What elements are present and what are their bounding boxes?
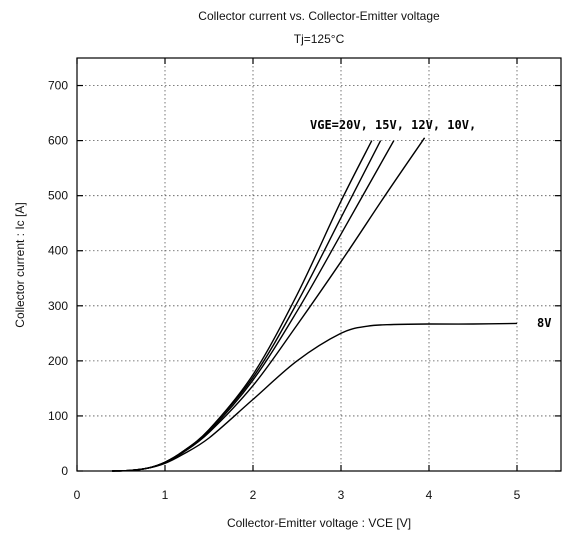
y-tick-label: 300	[48, 299, 68, 313]
y-tick-label: 400	[48, 244, 68, 258]
series-line-vge-10v	[112, 137, 426, 472]
axis-ticks	[76, 58, 561, 472]
x-tick-label: 3	[338, 488, 345, 502]
grid	[77, 58, 561, 471]
x-tick-label: 2	[250, 488, 257, 502]
chart-title: Collector current vs. Collector-Emitter …	[198, 9, 440, 23]
chart-subtitle: Tj=125°C	[294, 32, 345, 46]
x-tick-label: 1	[162, 488, 169, 502]
vge-annotation-low: 8V	[537, 316, 551, 330]
x-tick-label: 4	[426, 488, 433, 502]
series-line-vge-8v	[112, 322, 518, 472]
x-tick-label: 0	[74, 488, 81, 502]
y-tick-label: 200	[48, 354, 68, 368]
y-tick-label: 100	[48, 409, 68, 423]
vge-annotation-high: VGE=20V, 15V, 12V, 10V,	[310, 118, 476, 132]
x-tick-label: 5	[514, 488, 521, 502]
y-tick-label: 600	[48, 134, 68, 148]
y-axis-label: Collector current : Ic [A]	[13, 202, 27, 327]
y-tick-label: 0	[61, 464, 68, 478]
x-axis-label: Collector-Emitter voltage : VCE [V]	[227, 516, 411, 530]
plot-frame	[76, 57, 562, 472]
y-tick-label: 500	[48, 189, 68, 203]
y-tick-label: 700	[48, 79, 68, 93]
curves	[112, 137, 518, 472]
